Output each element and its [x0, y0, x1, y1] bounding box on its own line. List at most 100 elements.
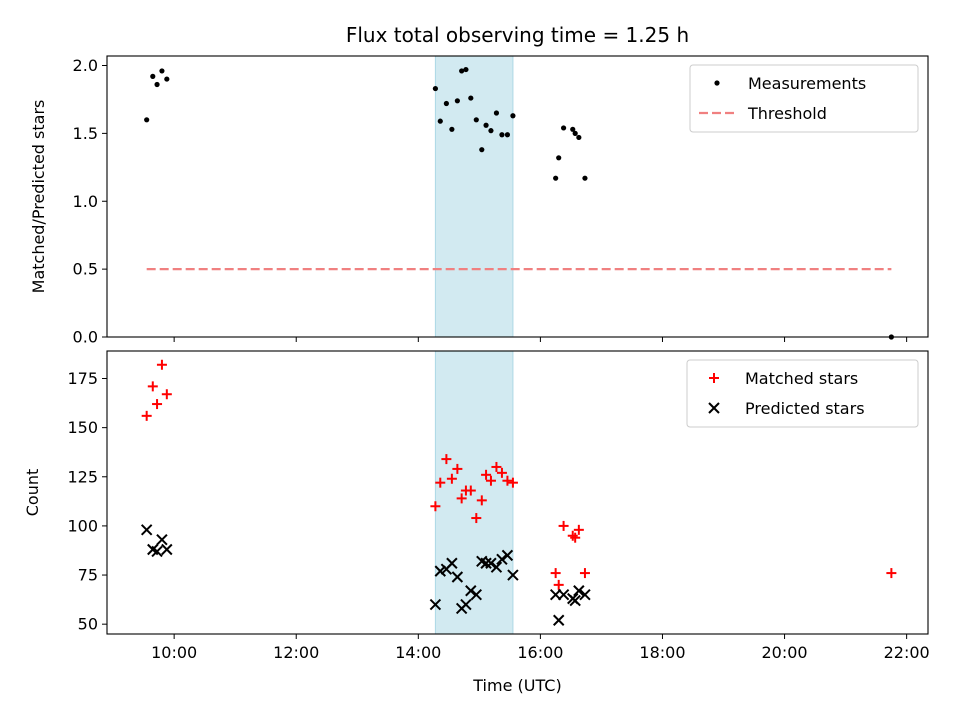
- data-point: [471, 513, 482, 524]
- y-tick-label: 0.5: [73, 260, 98, 279]
- data-point: [485, 475, 496, 486]
- legend-box: [686, 359, 919, 428]
- bottom-panel: 50 75 100 125 150 175 10:00 12:00 14:00 16:00 18:0…: [23, 350, 930, 662]
- data-point: [507, 477, 518, 488]
- data-point: [572, 130, 578, 136]
- data-point: [473, 117, 479, 123]
- data-point-b: [470, 588, 483, 601]
- data-point: [480, 557, 492, 569]
- y-axis-label: Count: [23, 469, 42, 517]
- data-point: [491, 461, 502, 472]
- data-point: [465, 585, 477, 597]
- data-point-b: [140, 524, 153, 536]
- data-point: [443, 100, 449, 107]
- data-point-b: [490, 561, 503, 573]
- data-point: [573, 585, 585, 597]
- data-point: [435, 477, 446, 488]
- data-point-b: [552, 614, 565, 626]
- data-point: [479, 147, 485, 153]
- data-point: [557, 588, 570, 601]
- x-tick-label: 12:00: [273, 643, 319, 662]
- x-tick-label: 14:00: [395, 643, 441, 662]
- data-point: [449, 126, 455, 132]
- data-point: [502, 475, 513, 486]
- data-point: [432, 85, 438, 92]
- data-point: [446, 473, 457, 484]
- data-point: [579, 568, 590, 579]
- data-point: [140, 524, 153, 536]
- data-point: [576, 134, 582, 141]
- data-point-b: [579, 588, 591, 601]
- data-point: [429, 598, 442, 611]
- y-tick-label: 100: [67, 516, 98, 535]
- data-point: [507, 569, 519, 581]
- data-point: [164, 76, 170, 82]
- data-point-b: [151, 545, 163, 558]
- data-point: [154, 81, 160, 88]
- data-point: [156, 533, 168, 546]
- y-tick-label: 0.0: [73, 328, 98, 347]
- y-tick-label: 150: [67, 418, 98, 437]
- data-point: [452, 463, 463, 474]
- x-axis-label: Time (UTC): [472, 676, 561, 695]
- data-point: [463, 66, 469, 73]
- x-tick-label: 18:00: [639, 643, 685, 662]
- data-point: [468, 95, 474, 101]
- data-point: [550, 568, 561, 579]
- data-point: [886, 568, 897, 579]
- data-point: [493, 110, 500, 116]
- data-point: [470, 588, 483, 601]
- data-point: [441, 454, 452, 465]
- y-tick-label: 125: [67, 467, 98, 486]
- data-point: [147, 381, 158, 392]
- data-point: [483, 122, 489, 128]
- data-point: [150, 73, 156, 79]
- axes-frame: [106, 55, 929, 338]
- data-point-b: [161, 543, 173, 556]
- legend-label: Predicted stars: [745, 399, 865, 418]
- data-point: [454, 98, 460, 104]
- chart-title: Flux total observing time = 1.25 h: [346, 23, 689, 47]
- data-point: [569, 594, 581, 607]
- y-tick-label: 75: [78, 566, 98, 585]
- data-point-b: [485, 557, 497, 569]
- data-point-b: [429, 598, 442, 611]
- data-point: [567, 530, 578, 541]
- series-predicted-stars: [140, 524, 591, 626]
- data-point: [504, 132, 511, 138]
- data-point: [501, 549, 514, 562]
- data-point: [582, 175, 588, 181]
- data-point-b: [573, 585, 585, 597]
- x-tick-label: 16:00: [517, 643, 563, 662]
- data-point: [156, 359, 167, 370]
- legend: Matched stars Predicted stars: [686, 359, 919, 428]
- data-point: [553, 579, 564, 590]
- y-tick-label: 1.5: [73, 124, 98, 143]
- legend-box: [689, 64, 919, 133]
- series-matched-stars: [141, 359, 897, 590]
- data-point: [456, 493, 467, 504]
- data-point: [499, 132, 505, 138]
- legend-marker: [714, 80, 720, 86]
- y-tick-label: 50: [78, 615, 98, 634]
- data-point: [460, 598, 472, 611]
- data-point: [430, 501, 441, 512]
- data-point-b: [476, 555, 488, 567]
- data-point: [570, 126, 576, 132]
- legend-marker-b: [708, 402, 720, 414]
- data-point: [570, 532, 581, 543]
- observing-span: [434, 55, 514, 338]
- data-point-b: [569, 594, 581, 607]
- x-tick-label: 10:00: [151, 643, 197, 662]
- data-point: [481, 469, 492, 480]
- data-point: [553, 175, 559, 181]
- data-point-b: [147, 543, 159, 556]
- data-point: [496, 553, 508, 566]
- data-point-b: [557, 588, 570, 601]
- data-point: [496, 467, 507, 478]
- data-point: [451, 571, 464, 583]
- legend-marker: [708, 402, 720, 414]
- legend: Measurements Threshold: [689, 64, 919, 133]
- data-point: [476, 495, 487, 506]
